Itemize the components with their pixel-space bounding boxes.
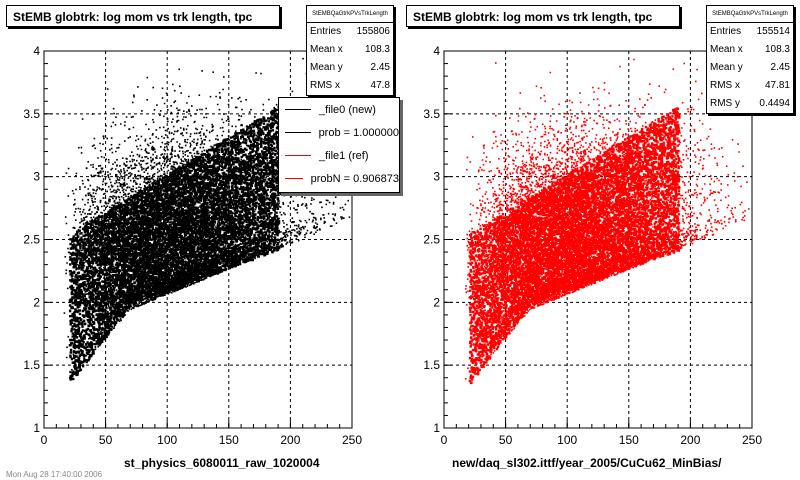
legend-entry: _file1 (ref): [279, 144, 399, 167]
right-x-axis-title: new/daq_sl302.ittf/year_2005/CuCu62_MinB…: [452, 456, 722, 470]
right-stats-row: Mean x 108.3: [707, 41, 793, 59]
x-tick-label: 50: [499, 433, 513, 447]
stats-value: 0.4494: [759, 98, 790, 109]
right-stats-name: StEMBQaGtrkPVsTrkLength: [707, 6, 793, 23]
stats-label: Mean y: [310, 62, 343, 73]
stats-value: 155514: [756, 26, 790, 37]
legend-label: _file1 (ref): [319, 149, 369, 162]
x-tick-label: 250: [342, 433, 362, 447]
stats-value: 47.81: [764, 80, 790, 91]
x-tick-label: 100: [557, 433, 577, 447]
x-tick-label: 100: [157, 433, 177, 447]
stats-label: RMS x: [710, 80, 740, 91]
right-chart-svg: 0 50 100 150 200 250 1 1.5 2 2.5 3 3.5 4: [423, 44, 762, 447]
stats-value: 108.3: [364, 44, 390, 55]
x-tick-label: 150: [619, 433, 639, 447]
right-chart-title: StEMB globtrk: log mom vs trk length, tp…: [406, 5, 680, 27]
stats-label: Entries: [710, 26, 742, 37]
scatter-point: [464, 58, 750, 385]
stats-label: RMS y: [710, 98, 740, 109]
x-tick-label: 250: [742, 433, 762, 447]
left-legend: _file0 (new) prob = 1.000000 _file1 (ref…: [278, 97, 400, 193]
left-stats-row: Entries 155806: [307, 23, 393, 41]
y-tick-label: 3: [433, 170, 440, 184]
legend-line-black: [285, 132, 311, 133]
right-stats-row: RMS x 47.81: [707, 77, 793, 95]
left-stats-box: StEMBQaGtrkPVsTrkLength Entries 155806 M…: [306, 5, 394, 96]
y-tick-label: 2.5: [23, 233, 40, 247]
stats-label: Mean x: [710, 44, 743, 55]
legend-entry: _file0 (new): [279, 98, 399, 121]
left-stats-name: StEMBQaGtrkPVsTrkLength: [307, 6, 393, 23]
stats-label: Entries: [310, 26, 342, 37]
stats-label: RMS x: [310, 80, 340, 91]
stats-label: Mean y: [710, 62, 743, 73]
footer-timestamp: Mon Aug 28 17:40:00 2006: [6, 470, 103, 479]
y-tick-label: 1.5: [423, 358, 440, 372]
left-chart-title: StEMB globtrk: log mom vs trk length, tp…: [6, 5, 280, 27]
y-tick-label: 1: [433, 421, 440, 435]
x-tick-label: 50: [99, 433, 113, 447]
legend-line-black: [285, 109, 311, 110]
left-x-axis-title: st_physics_6080011_raw_1020004: [124, 456, 320, 470]
y-tick-label: 3.5: [423, 107, 440, 121]
stats-value: 2.45: [370, 62, 390, 73]
right-plot-panel: 0 50 100 150 200 250 1 1.5 2 2.5 3 3.5 4 StEMB globt…: [400, 0, 800, 480]
legend-line-red: [285, 178, 303, 179]
legend-label: prob = 1.000000: [318, 126, 399, 139]
x-tick-label: 200: [280, 433, 300, 447]
right-stats-row: RMS y 0.4494: [707, 95, 793, 113]
y-tick-label: 2: [33, 295, 40, 309]
legend-line-red: [285, 155, 311, 156]
stats-value: 2.45: [770, 62, 790, 73]
legend-entry: prob = 1.000000: [279, 121, 399, 144]
stats-label: Mean x: [310, 44, 343, 55]
right-stats-row: Entries 155514: [707, 23, 793, 41]
y-tick-label: 2.5: [423, 233, 440, 247]
y-tick-label: 4: [433, 44, 440, 58]
left-plot-panel: 0 50 100 150 200 250 1 1.5 2 2.5 3 3.5 4 StEMB globt…: [6, 5, 400, 470]
left-stats-row: Mean y 2.45: [307, 59, 393, 77]
x-tick-label: 200: [680, 433, 700, 447]
legend-label: _file0 (new): [319, 103, 376, 116]
y-tick-label: 4: [33, 44, 40, 58]
right-stats-row: Mean y 2.45: [707, 59, 793, 77]
x-tick-label: 150: [219, 433, 239, 447]
y-tick-label: 1.5: [23, 358, 40, 372]
right-stats-box: StEMBQaGtrkPVsTrkLength Entries 155514 M…: [706, 5, 794, 114]
stats-value: 108.3: [764, 44, 790, 55]
left-stats-row: RMS x 47.8: [307, 77, 393, 95]
scatter-points: [464, 58, 750, 385]
legend-label: probN = 0.906873: [310, 172, 399, 185]
x-tick-label: 0: [41, 433, 48, 447]
y-tick-label: 3: [33, 170, 40, 184]
stats-value: 155806: [356, 26, 390, 37]
y-tick-label: 3.5: [23, 107, 40, 121]
stats-value: 47.8: [370, 80, 390, 91]
y-tick-label: 1: [33, 421, 40, 435]
x-tick-label: 0: [441, 433, 448, 447]
legend-entry: probN = 0.906873: [279, 167, 399, 190]
left-stats-row: Mean x 108.3: [307, 41, 393, 59]
y-tick-label: 2: [433, 295, 440, 309]
